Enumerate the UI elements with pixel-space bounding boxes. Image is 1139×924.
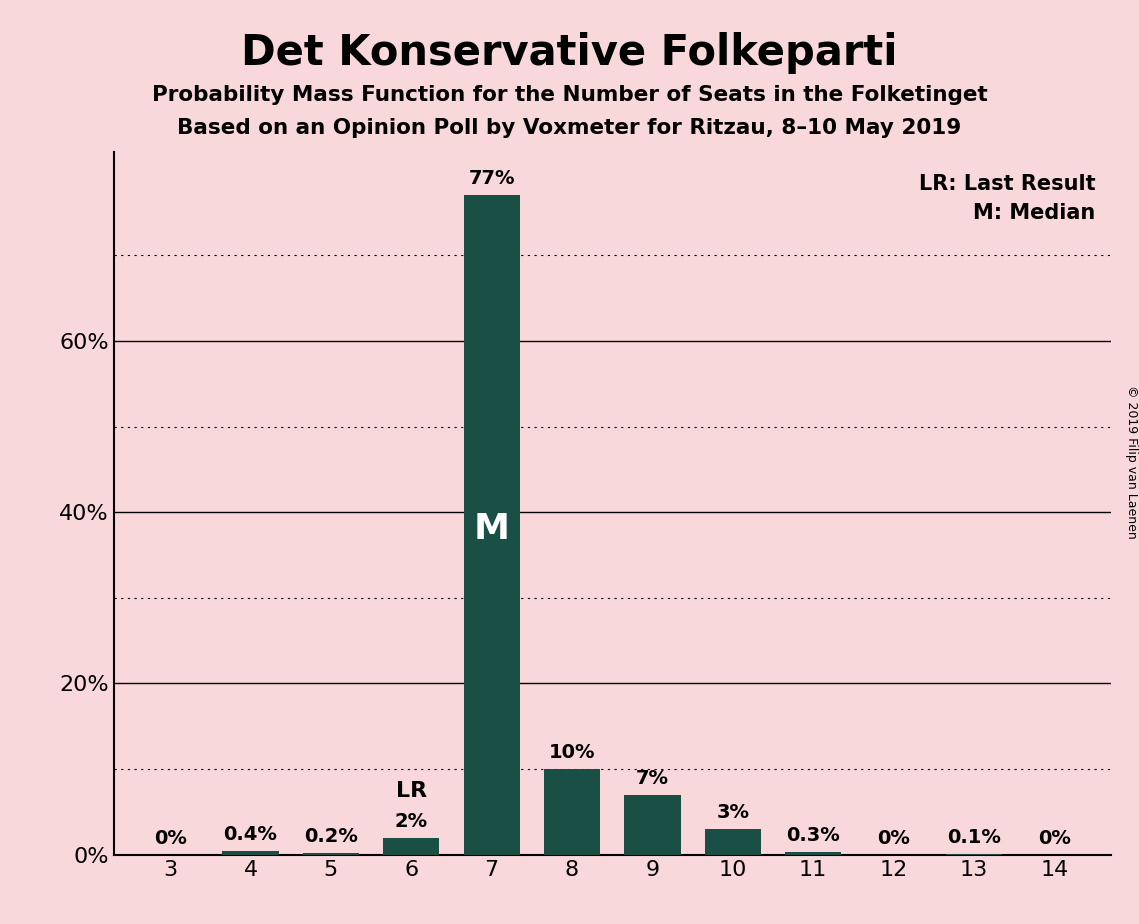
Text: 0.1%: 0.1% bbox=[947, 828, 1001, 847]
Text: LR: Last Result
M: Median: LR: Last Result M: Median bbox=[919, 174, 1096, 223]
Text: 10%: 10% bbox=[549, 743, 596, 762]
Text: LR: LR bbox=[395, 781, 427, 801]
Text: Based on an Opinion Poll by Voxmeter for Ritzau, 8–10 May 2019: Based on an Opinion Poll by Voxmeter for… bbox=[178, 118, 961, 139]
Text: 0%: 0% bbox=[1038, 829, 1071, 848]
Text: Det Konservative Folkeparti: Det Konservative Folkeparti bbox=[241, 32, 898, 74]
Text: 0%: 0% bbox=[877, 829, 910, 848]
Bar bbox=[705, 829, 761, 855]
Text: 0.3%: 0.3% bbox=[786, 826, 841, 845]
Text: 77%: 77% bbox=[468, 169, 515, 188]
Text: 0.4%: 0.4% bbox=[223, 825, 278, 845]
Bar bbox=[544, 769, 600, 855]
Text: 3%: 3% bbox=[716, 803, 749, 822]
Bar bbox=[464, 195, 519, 855]
Text: 0.2%: 0.2% bbox=[304, 827, 358, 846]
Text: M: M bbox=[474, 512, 509, 546]
Bar bbox=[222, 851, 279, 855]
Text: Probability Mass Function for the Number of Seats in the Folketinget: Probability Mass Function for the Number… bbox=[151, 85, 988, 105]
Text: 2%: 2% bbox=[395, 811, 428, 831]
Text: 7%: 7% bbox=[636, 769, 669, 788]
Text: © 2019 Filip van Laenen: © 2019 Filip van Laenen bbox=[1124, 385, 1138, 539]
Text: 0%: 0% bbox=[154, 829, 187, 848]
Bar bbox=[785, 852, 842, 855]
Bar bbox=[303, 853, 359, 855]
Bar bbox=[383, 837, 440, 855]
Bar bbox=[624, 795, 680, 855]
